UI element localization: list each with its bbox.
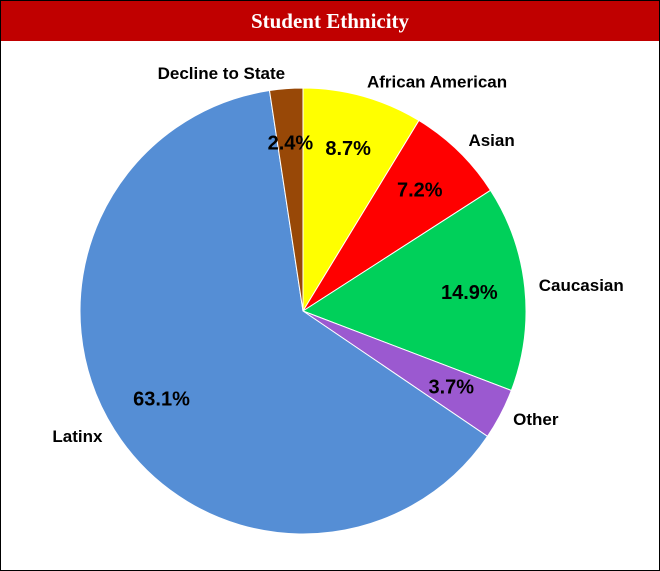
value-label: 8.7% [325, 138, 371, 160]
title-bar [1, 1, 659, 41]
category-label: Decline to State [158, 64, 286, 83]
value-label: 2.4% [268, 133, 314, 155]
pie-slice [302, 119, 492, 312]
category-label: Latinx [52, 427, 103, 446]
pie-slice [268, 87, 304, 312]
value-label: 14.9% [441, 282, 498, 304]
value-label: 7.2% [397, 180, 443, 202]
pie-slice [301, 189, 527, 392]
category-label: Other [513, 410, 559, 429]
category-label: Caucasian [539, 276, 624, 295]
value-label: 63.1% [133, 388, 190, 410]
category-label: African American [367, 72, 507, 91]
pie-slice [302, 87, 420, 313]
value-label: 3.7% [429, 377, 475, 399]
chart-title: Student Ethnicity [251, 9, 410, 33]
pie-slice [79, 89, 489, 535]
category-label: Asian [468, 131, 514, 150]
